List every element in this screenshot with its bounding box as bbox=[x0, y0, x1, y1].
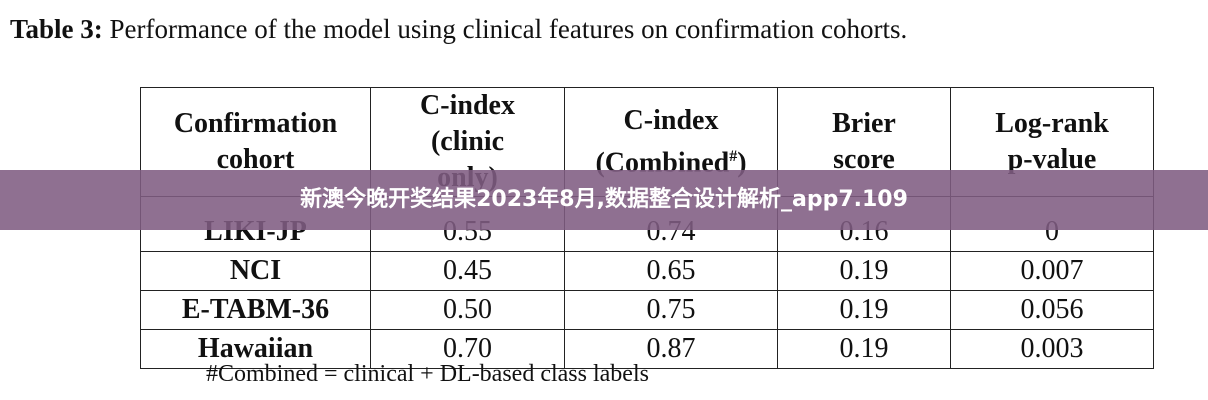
banner: 新澳今晚开奖结果2023年8月,数据整合设计解析_app7.109 bbox=[0, 170, 1208, 230]
value-cell: 0.50 bbox=[370, 290, 565, 330]
header-text: score bbox=[833, 144, 895, 175]
value-cell: 0.75 bbox=[564, 290, 778, 330]
header-text: Confirmation bbox=[173, 108, 338, 139]
header-text: p-value bbox=[1007, 144, 1097, 175]
cohort-cell: Hawaiian bbox=[140, 329, 371, 369]
header-text: Log-rank bbox=[995, 108, 1109, 139]
value-cell: 0.19 bbox=[777, 290, 951, 330]
table-row: NCI 0.45 0.65 0.19 0.007 bbox=[140, 251, 1154, 291]
caption-label: Table 3: bbox=[10, 14, 103, 44]
caption-text: Performance of the model using clinical … bbox=[109, 14, 908, 44]
value-cell: 0.003 bbox=[950, 329, 1154, 369]
header-text: C-index bbox=[623, 104, 719, 136]
header-sup: # bbox=[729, 147, 738, 165]
caption: Table 3: Performance of the model using … bbox=[10, 14, 907, 45]
value-cell: 0.007 bbox=[950, 251, 1154, 291]
footnote: #Combined = clinical + DL-based class la… bbox=[206, 361, 649, 387]
table-row: Hawaiian 0.70 0.87 0.19 0.003 bbox=[140, 329, 1154, 369]
header-text: (clinic bbox=[430, 126, 505, 157]
value-cell: 0.70 bbox=[370, 329, 565, 369]
cohort-cell: NCI bbox=[140, 251, 371, 291]
header-text: Brier bbox=[832, 108, 896, 139]
header-text: ) bbox=[737, 147, 747, 179]
value-cell: 0.45 bbox=[370, 251, 565, 291]
value-cell: 0.19 bbox=[777, 251, 951, 291]
cohort-cell: E-TABM-36 bbox=[140, 290, 371, 330]
header-text: C-index bbox=[420, 90, 515, 121]
value-cell: 0.65 bbox=[564, 251, 778, 291]
value-cell: 0.87 bbox=[564, 329, 778, 369]
value-cell: 0.056 bbox=[950, 290, 1154, 330]
value-cell: 0.19 bbox=[777, 329, 951, 369]
header-text: cohort bbox=[216, 144, 295, 175]
table-row: E-TABM-36 0.50 0.75 0.19 0.056 bbox=[140, 290, 1154, 330]
